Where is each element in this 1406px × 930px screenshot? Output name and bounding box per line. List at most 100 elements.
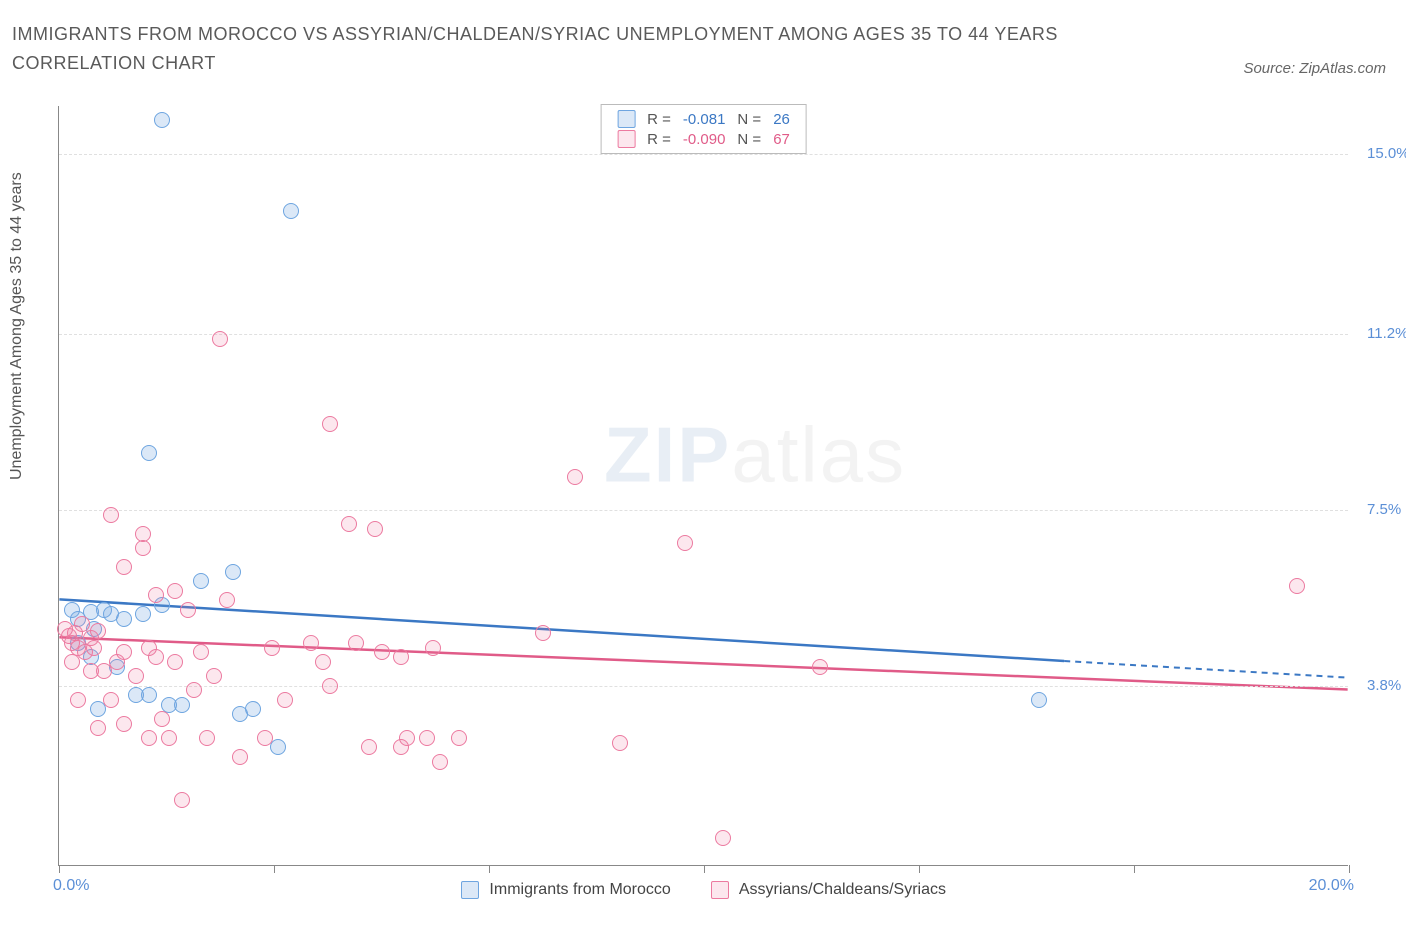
data-point-series-a [154,112,170,128]
data-point-series-b [399,730,415,746]
data-point-series-a [225,564,241,580]
y-axis-label: Unemployment Among Ages 35 to 44 years [8,172,26,480]
data-point-series-a [174,697,190,713]
watermark-bold: ZIP [604,411,731,499]
data-point-series-b [116,559,132,575]
data-point-series-b [348,635,364,651]
y-tick-label: 11.2% [1367,325,1406,342]
data-point-series-b [116,716,132,732]
data-point-series-b [186,682,202,698]
data-point-series-a [193,573,209,589]
data-point-series-b [315,654,331,670]
data-point-series-b [148,587,164,603]
data-point-series-b [322,678,338,694]
swatch-series-a [617,110,635,128]
data-point-series-b [103,507,119,523]
x-axis-max-label: 20.0% [1309,877,1354,895]
n-label: N = [731,129,767,149]
data-point-series-b [154,711,170,727]
data-point-series-b [367,521,383,537]
trendline-dashed-series-a [1064,661,1347,678]
legend-stats-row-a: R = -0.081 N = 26 [611,109,796,129]
data-point-series-b [277,692,293,708]
data-point-series-b [161,730,177,746]
data-point-series-b [70,692,86,708]
data-point-series-b [257,730,273,746]
chart-title: IMMIGRANTS FROM MOROCCO VS ASSYRIAN/CHAL… [12,20,1132,78]
data-point-series-b [103,692,119,708]
data-point-series-b [180,602,196,618]
data-point-series-a [141,445,157,461]
series-b-name: Assyrians/Chaldeans/Syriacs [739,881,946,898]
r-label: R = [641,109,677,129]
data-point-series-b [451,730,467,746]
data-point-series-b [374,644,390,660]
data-point-series-b [199,730,215,746]
data-point-series-b [361,739,377,755]
data-point-series-a [245,701,261,717]
y-tick-label: 7.5% [1367,501,1401,518]
data-point-series-b [535,625,551,641]
data-point-series-b [612,735,628,751]
data-point-series-a [283,203,299,219]
n-value-a: 26 [767,109,796,129]
data-point-series-b [148,649,164,665]
r-value-a: -0.081 [677,109,732,129]
data-point-series-b [128,668,144,684]
x-axis-min-label: 0.0% [53,877,89,895]
data-point-series-b [219,592,235,608]
data-point-series-b [322,416,338,432]
data-point-series-a [270,739,286,755]
n-label: N = [731,109,767,129]
data-point-series-b [264,640,280,656]
legend-stats-row-b: R = -0.090 N = 67 [611,129,796,149]
data-point-series-b [206,668,222,684]
legend-stats-box: R = -0.081 N = 26 R = -0.090 N = 67 [600,104,807,154]
data-point-series-b [812,659,828,675]
data-point-series-a [135,606,151,622]
data-point-series-a [141,687,157,703]
data-point-series-b [341,516,357,532]
x-tick [489,865,490,873]
data-point-series-a [116,611,132,627]
x-tick [1349,865,1350,873]
legend-bottom: Immigrants from Morocco Assyrians/Chalde… [59,881,1348,899]
watermark-light: atlas [731,411,906,499]
legend-item-a: Immigrants from Morocco [461,881,671,899]
watermark: ZIPatlas [604,410,906,501]
data-point-series-a [1031,692,1047,708]
gridline-h [59,686,1348,687]
trendline-series-a [59,599,1064,661]
data-point-series-b [393,649,409,665]
data-point-series-b [1289,578,1305,594]
x-tick [59,865,60,873]
data-point-series-b [74,616,90,632]
swatch-series-b [617,130,635,148]
swatch-series-a [461,881,479,899]
data-point-series-b [232,749,248,765]
data-point-series-b [167,654,183,670]
x-tick [704,865,705,873]
r-label: R = [641,129,677,149]
data-point-series-b [425,640,441,656]
data-point-series-b [64,654,80,670]
data-point-series-b [303,635,319,651]
x-tick [1134,865,1135,873]
data-point-series-b [567,469,583,485]
data-point-series-b [90,623,106,639]
data-point-series-b [86,640,102,656]
data-point-series-b [141,730,157,746]
series-a-name: Immigrants from Morocco [489,881,670,898]
data-point-series-b [212,331,228,347]
x-tick [919,865,920,873]
data-point-series-b [677,535,693,551]
trendlines-svg [59,106,1348,865]
swatch-series-b [711,881,729,899]
source-label: Source: ZipAtlas.com [1243,60,1386,77]
data-point-series-b [90,720,106,736]
gridline-h [59,510,1348,511]
data-point-series-b [715,830,731,846]
data-point-series-b [419,730,435,746]
y-tick-label: 3.8% [1367,677,1401,694]
legend-item-b: Assyrians/Chaldeans/Syriacs [711,881,946,899]
